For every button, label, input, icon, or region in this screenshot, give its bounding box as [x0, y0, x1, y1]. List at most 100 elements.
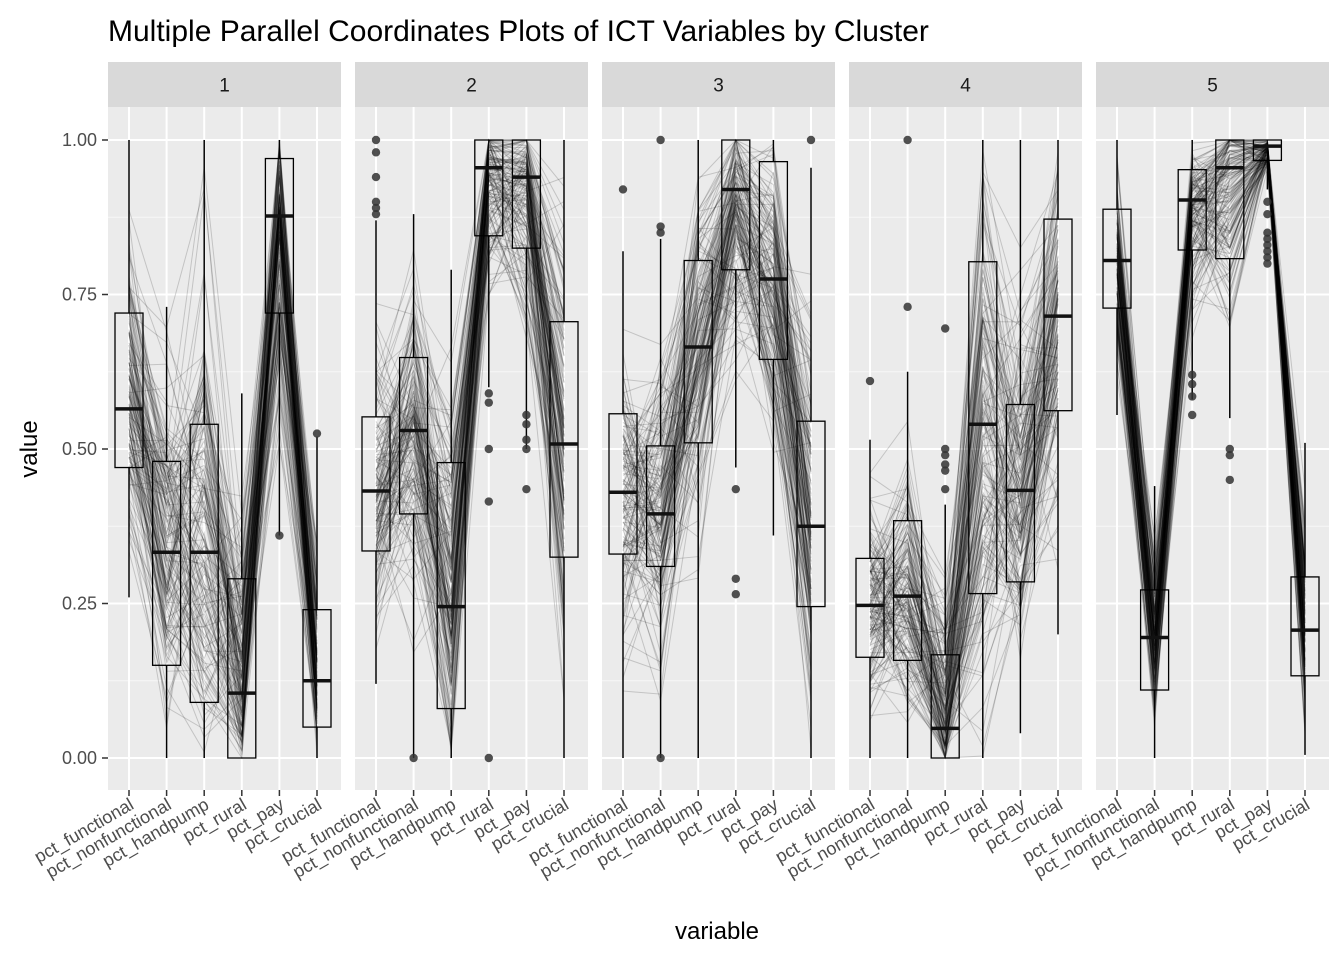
profile-line: [1116, 141, 1306, 647]
box-iqr: [361, 416, 391, 552]
profile-line: [622, 266, 812, 551]
profile-line: [375, 246, 565, 649]
profile-line: [128, 237, 318, 698]
profile-line: [869, 268, 1059, 689]
box-iqr: [645, 445, 676, 568]
profile-line: [1116, 151, 1306, 712]
profile-line: [622, 190, 812, 636]
profile-line: [1116, 144, 1306, 678]
profile-line: [375, 234, 565, 721]
profile-line: [622, 138, 812, 596]
box-iqr: [930, 654, 960, 759]
profile-line: [622, 147, 812, 555]
profile-line: [622, 150, 812, 547]
outlier-point: [941, 324, 950, 333]
profile-line: [869, 166, 1059, 638]
profile-line: [622, 174, 812, 624]
profile-line: [1116, 149, 1306, 587]
profile-line: [622, 324, 812, 550]
profile-line: [869, 304, 1059, 745]
profile-line: [128, 302, 318, 676]
profile-line: [1116, 146, 1306, 652]
profile-line: [128, 174, 318, 642]
boxplot-pct_nonfunctional: [892, 371, 923, 758]
profile-line: [1116, 147, 1306, 638]
profile-line: [375, 202, 565, 735]
profile-line: [375, 139, 565, 536]
profile-line: [128, 294, 318, 669]
profile-line: [128, 285, 318, 704]
outlier-point: [1225, 450, 1235, 460]
profile-line: [128, 428, 318, 729]
profile-line: [1116, 146, 1306, 652]
profile-line: [622, 245, 812, 678]
box-iqr: [1252, 139, 1283, 162]
profile-line: [869, 417, 1059, 746]
profile-line: [375, 173, 565, 644]
profile-line: [622, 181, 812, 548]
profile-line: [622, 191, 812, 445]
profile-line: [622, 228, 812, 529]
profile-line: [375, 228, 565, 583]
profile-line: [375, 139, 565, 637]
profile-line: [375, 178, 565, 568]
profile-line: [375, 202, 565, 612]
profile-line: [869, 279, 1059, 663]
profile-line: [622, 369, 812, 728]
profile-line: [869, 328, 1059, 749]
box-iqr: [1102, 208, 1132, 309]
profile-line: [375, 167, 565, 645]
profile-line: [869, 229, 1059, 613]
profile-line: [375, 182, 565, 601]
profile-line: [128, 264, 318, 697]
profile-line: [1116, 144, 1306, 692]
profile-line: [622, 138, 812, 469]
profile-line: [622, 213, 812, 549]
profile-line: [128, 193, 318, 713]
profile-line: [869, 298, 1059, 718]
profile-line: [128, 316, 318, 720]
profile-line: [375, 276, 565, 636]
profile-line: [128, 331, 318, 727]
profile-line: [1116, 161, 1306, 555]
profile-line: [375, 177, 565, 446]
profile-line: [375, 139, 565, 565]
profile-line: [622, 250, 812, 584]
profile-line: [375, 172, 565, 597]
profile-line: [1116, 139, 1306, 623]
profile-line: [128, 194, 318, 744]
outlier-point: [371, 203, 381, 213]
profile-line: [1116, 143, 1306, 672]
profile-line: [128, 238, 318, 724]
profile-line: [1116, 149, 1306, 669]
profile-line: [869, 359, 1059, 727]
profile-line: [869, 170, 1059, 677]
profile-line: [622, 273, 812, 553]
outlier-point: [941, 460, 950, 469]
profile-line: [375, 174, 565, 634]
profile-line: [869, 348, 1059, 673]
profile-line: [128, 222, 318, 736]
profile-line: [128, 224, 318, 710]
profile-line: [128, 338, 318, 700]
profile-line: [1116, 149, 1306, 726]
profile-line: [622, 279, 812, 696]
box-iqr: [796, 420, 826, 608]
profile-line: [622, 310, 812, 506]
profile-line: [1116, 146, 1306, 613]
profile-line: [375, 139, 565, 620]
profile-line: [869, 291, 1059, 750]
profile-line: [1116, 154, 1306, 595]
profile-line: [375, 154, 565, 518]
profile-line: [1116, 151, 1306, 664]
profile-lines: [128, 140, 318, 760]
profile-line: [375, 139, 565, 553]
profile-line: [1116, 143, 1306, 685]
profile-line: [622, 139, 812, 346]
panels: 1pct_functionalpct_nonfunctionalpct_hand…: [31, 62, 1329, 883]
profile-line: [622, 165, 812, 592]
profile-line: [869, 150, 1059, 645]
profile-line: [622, 234, 812, 663]
profile-line: [375, 214, 565, 668]
